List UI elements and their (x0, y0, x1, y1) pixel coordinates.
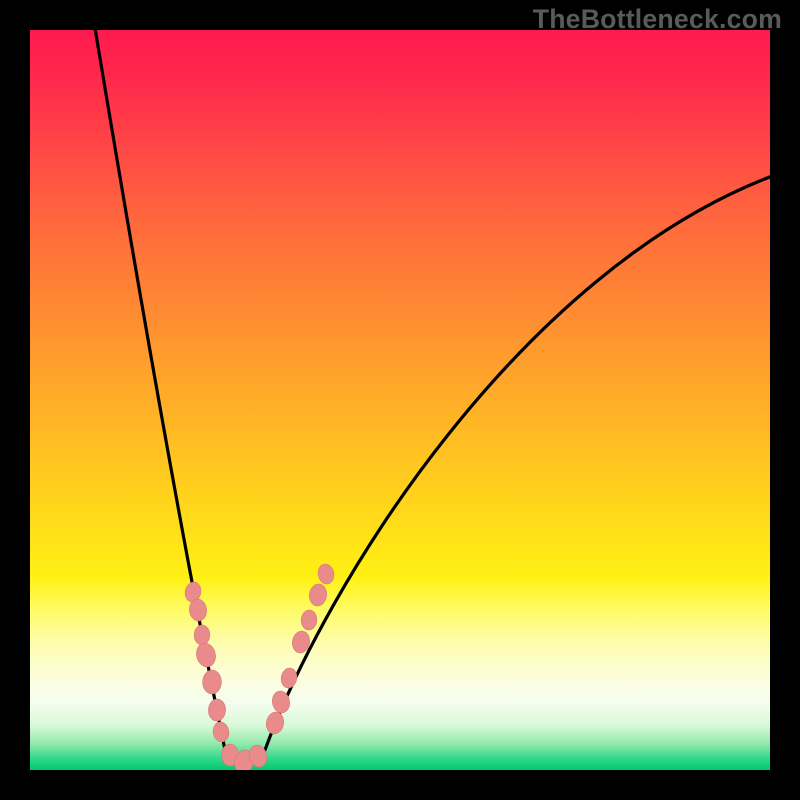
chart-stage: TheBottleneck.com (0, 0, 800, 800)
data-marker (194, 625, 210, 646)
chart-svg (0, 0, 800, 800)
watermark-text: TheBottleneck.com (533, 4, 782, 35)
gradient-background (30, 30, 770, 770)
data-marker (202, 670, 221, 694)
